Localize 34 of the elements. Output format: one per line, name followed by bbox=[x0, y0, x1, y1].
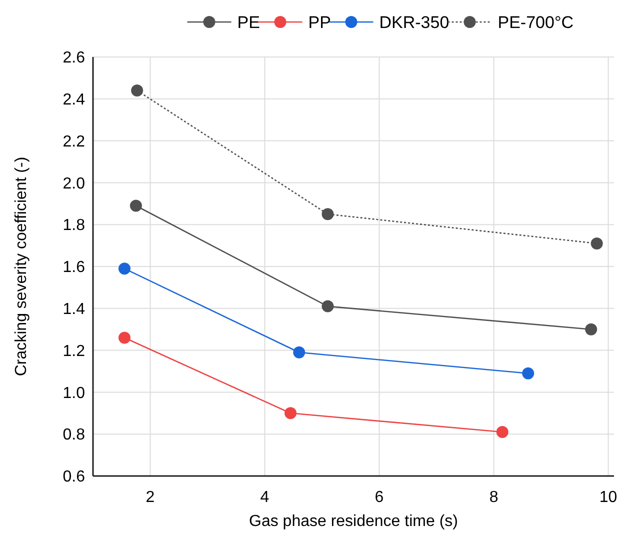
y-tick-label: 1.0 bbox=[62, 384, 86, 402]
point bbox=[522, 367, 534, 380]
y-tick-label: 1.6 bbox=[62, 259, 86, 276]
x-tick-label: 6 bbox=[374, 489, 384, 506]
x-tick-label: 8 bbox=[489, 489, 498, 506]
y-tick-label: 1.4 bbox=[62, 301, 86, 318]
legend-label: PE-700°C bbox=[498, 13, 574, 32]
y-tick-label: 0.8 bbox=[62, 426, 86, 444]
legend-label: PP bbox=[308, 13, 331, 32]
y-tick-label: 2.6 bbox=[62, 50, 86, 67]
point bbox=[118, 262, 130, 275]
y-tick-label: 2.2 bbox=[62, 133, 86, 150]
point bbox=[293, 346, 306, 358]
point bbox=[585, 323, 598, 336]
y-axis-title: Cracking severity coefficient (-) bbox=[13, 156, 30, 376]
y-tick-label: 1.2 bbox=[62, 342, 86, 360]
y-tick-label: 2.0 bbox=[62, 175, 86, 192]
legend-label: DKR-350 bbox=[379, 13, 450, 32]
point bbox=[118, 332, 130, 344]
point bbox=[496, 426, 508, 438]
point bbox=[322, 300, 334, 312]
point bbox=[322, 208, 334, 220]
legend-label: PE bbox=[237, 13, 260, 32]
x-tick-label: 2 bbox=[146, 489, 155, 506]
point bbox=[590, 237, 603, 250]
point bbox=[131, 84, 144, 97]
x-tick-label: 10 bbox=[599, 489, 618, 506]
point bbox=[130, 200, 142, 212]
y-tick-label: 1.8 bbox=[62, 217, 86, 234]
point bbox=[284, 407, 297, 420]
y-tick-label: 0.6 bbox=[62, 468, 86, 486]
x-tick-label: 4 bbox=[260, 489, 270, 506]
x-axis-title: Gas phase residence time (s) bbox=[249, 513, 458, 530]
y-tick-label: 2.4 bbox=[62, 92, 86, 108]
